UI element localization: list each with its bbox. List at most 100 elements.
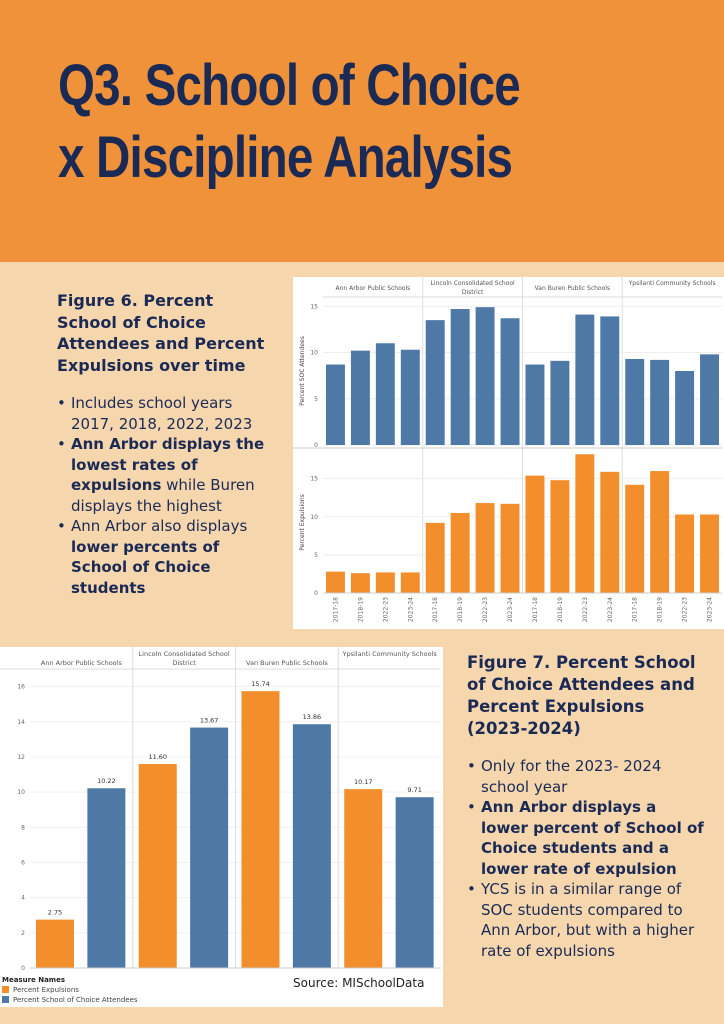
data-label: 15.74 <box>251 680 270 688</box>
bar <box>425 320 445 445</box>
y-tick-label: 10 <box>310 514 318 521</box>
x-tick-label: 2018-19 <box>357 597 364 622</box>
bar <box>650 359 670 445</box>
bar <box>292 724 331 968</box>
title-line-2: x Discipline Analysis <box>58 125 513 190</box>
figure7-bullet-text: Only for the 2023- 2024 school year <box>481 757 662 796</box>
x-tick-label: 2018-19 <box>457 597 464 622</box>
y-tick-label: 15 <box>310 303 318 310</box>
y-tick-label: 0 <box>314 442 318 449</box>
legend-swatch-blue <box>2 996 9 1003</box>
y-tick-label: 6 <box>21 859 25 866</box>
data-label: 13.67 <box>200 717 219 725</box>
bar <box>350 350 370 445</box>
y-tick-label: 0 <box>21 965 25 972</box>
data-label: 10.22 <box>97 777 116 785</box>
bar <box>425 522 445 593</box>
panel-header: District <box>172 659 196 667</box>
bar <box>650 471 670 593</box>
x-tick-label: 2022-23 <box>382 597 389 622</box>
x-tick-label: 2023-24 <box>707 597 714 622</box>
x-tick-label: 2018-19 <box>657 597 664 622</box>
panel-header: Ann Arbor Public Schools <box>41 659 123 667</box>
bar <box>475 307 495 445</box>
figure7-chart: 0 2 4 6 8 10 12 14 16 Ann Arbor Public Schools 2.7… <box>0 647 441 972</box>
y-tick-label: 5 <box>314 396 318 403</box>
y-tick-label: 2 <box>21 930 25 937</box>
source-note: Source: MISchoolData <box>293 976 425 990</box>
figure6-chart-panel: Ann Arbor Public Schools Lincoln Consolid… <box>293 277 724 629</box>
bar <box>375 572 395 593</box>
bar <box>400 572 420 593</box>
bar <box>400 349 420 445</box>
panel-header: Lincoln Consolidated School <box>139 650 230 658</box>
figure6-bullet-text: Includes school years 2017, 2018, 2022, … <box>71 394 253 433</box>
y-tick-label: 10 <box>310 350 318 357</box>
y-tick-label: 5 <box>314 552 318 559</box>
bar <box>625 484 645 593</box>
bar <box>575 314 595 445</box>
data-label: 13.86 <box>303 713 322 721</box>
bar <box>625 358 645 445</box>
x-tick-label: 2017-18 <box>532 597 539 622</box>
bar <box>241 691 280 968</box>
bar <box>36 919 74 968</box>
y-tick-label: 15 <box>310 476 318 483</box>
legend-label-soc: Percent School of Choice Attendees <box>13 996 138 1004</box>
figure7-bullet-text: Ann Arbor displays a lower percent of Sc… <box>481 798 704 878</box>
legend-title: Measure Names <box>2 976 66 984</box>
bar <box>375 343 395 445</box>
y-tick-label: 0 <box>314 590 318 597</box>
y-axis-label: Percent Expulsions <box>299 494 306 551</box>
bar <box>700 514 719 593</box>
figure6-bullet-1: Ann Arbor displays the lowest rates of e… <box>57 434 272 516</box>
figure6-bullet-text: Ann Arbor also displays <box>71 517 248 535</box>
figure7-title: Figure 7. Percent School of Choice Atten… <box>467 653 696 738</box>
bar <box>450 512 470 593</box>
y-tick-label: 4 <box>21 895 25 902</box>
bar <box>500 318 520 445</box>
figure6-bullets: Includes school years 2017, 2018, 2022, … <box>57 393 272 598</box>
y-tick-label: 16 <box>17 684 25 691</box>
figure7-bullet-0: Only for the 2023- 2024 school year <box>467 756 707 797</box>
legend-label-expulsions: Percent Expulsions <box>13 986 79 994</box>
y-tick-label: 8 <box>21 824 25 831</box>
y-tick-label: 12 <box>17 754 25 761</box>
page-title: Q3. School of Choice x Discipline Analys… <box>58 50 599 194</box>
legend-item-soc: Percent School of Choice Attendees <box>2 995 138 1005</box>
y-tick-label: 14 <box>17 719 25 726</box>
data-label: 11.60 <box>148 753 167 761</box>
panel-header: Van Buren Public Schools <box>535 285 610 292</box>
legend-item-expulsions: Percent Expulsions <box>2 985 138 995</box>
data-label: 9.71 <box>407 786 421 794</box>
x-tick-label: 2022-23 <box>682 597 689 622</box>
figure7-bullet-2: YCS is in a similar range of SOC student… <box>467 879 707 961</box>
x-tick-label: 2018-19 <box>557 597 564 622</box>
panel-header: Ypsilanti Community Schools <box>341 650 437 658</box>
x-tick-label: 2017-18 <box>632 597 639 622</box>
figure6-bullet-text: lower percents of School of Choice stude… <box>71 537 220 597</box>
legend-swatch-orange <box>2 986 9 993</box>
panel-header: Van Buren Public Schools <box>246 659 328 667</box>
header-banner: Q3. School of Choice x Discipline Analys… <box>0 0 724 262</box>
figure7-bullets: Only for the 2023- 2024 school yearAnn A… <box>467 756 707 961</box>
bar <box>395 797 434 968</box>
figure6-bullet-0: Includes school years 2017, 2018, 2022, … <box>57 393 272 434</box>
x-tick-label: 2022-23 <box>582 597 589 622</box>
figure6-bullet-text: while Buren displays the highest <box>71 476 255 515</box>
bar <box>500 503 520 593</box>
x-tick-label: 2023-24 <box>607 597 614 622</box>
y-tick-label: 10 <box>17 789 25 796</box>
figure6-chart: Ann Arbor Public Schools Lincoln Consolid… <box>293 277 722 622</box>
x-tick-label: 2022-23 <box>482 597 489 622</box>
bar <box>475 503 495 593</box>
figure6-title: Figure 6. Percent School of Choice Atten… <box>57 291 265 375</box>
bar <box>350 573 370 593</box>
title-line-1: Q3. School of Choice <box>58 53 521 118</box>
x-tick-label: 2023-24 <box>407 597 414 622</box>
bar <box>600 471 620 593</box>
bar <box>138 763 177 968</box>
bar <box>326 364 345 445</box>
figure7-bullet-1: Ann Arbor displays a lower percent of Sc… <box>467 797 707 879</box>
figure7-text: Figure 7. Percent School of Choice Atten… <box>467 652 707 961</box>
